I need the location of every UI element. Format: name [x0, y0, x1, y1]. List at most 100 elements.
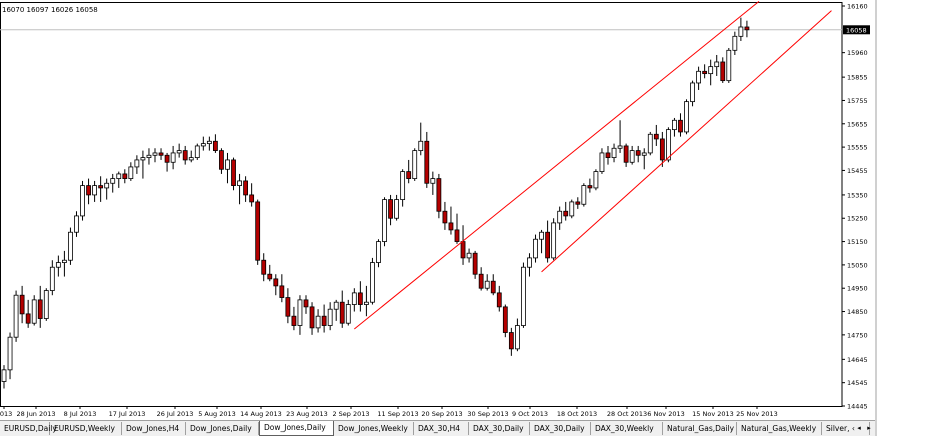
candle-up [666, 129, 671, 161]
candle-up [1, 369, 7, 382]
candle-down [424, 140, 430, 184]
candle-up [539, 231, 544, 240]
chart-tab[interactable]: DAX_30,H4 [414, 422, 469, 435]
candle-up [351, 292, 357, 305]
candle-up [13, 294, 19, 338]
chart-tab[interactable]: EURUSD,Weekly [50, 422, 122, 435]
candle-down [98, 185, 104, 189]
time-tick-label: 15 Nov 2013 [692, 410, 734, 418]
candle-down [496, 292, 502, 308]
candle-up [363, 301, 369, 305]
current-price-marker [843, 25, 870, 35]
candle-down [19, 294, 25, 315]
candle-up [484, 280, 490, 289]
current-price-label: 16058 [846, 26, 867, 34]
chart-tab[interactable]: Dow_Jones,Daily [259, 421, 334, 436]
chart-tab[interactable]: Silver, ‹ [822, 422, 870, 435]
time-tick-label: 26 Jul 2013 [157, 410, 194, 418]
candle-down [249, 194, 255, 203]
candle-down [720, 61, 726, 82]
time-tick-label: 28 Jun 2013 [16, 410, 55, 418]
chart-tab[interactable]: Natural_Gas,Weekly [737, 422, 822, 435]
candle-down [508, 332, 514, 350]
price-tick-label: 15755 [847, 97, 868, 105]
candlestick-chart[interactable]: 16160 16058 15960 15855 15755 15655 15555 15455… [0, 0, 946, 420]
candle-up [418, 140, 424, 152]
candle-up [714, 61, 720, 68]
candle-down [285, 297, 291, 317]
chart-tab-bar: EURUSD,Daily EURUSD,Weekly Dow_Jones,H4 Dow… [0, 420, 875, 436]
candle-up [708, 66, 714, 75]
candle-down [86, 185, 91, 196]
candle-up [617, 145, 623, 149]
candle-up [466, 252, 472, 259]
candle-up [116, 173, 122, 179]
candle-down [563, 210, 569, 217]
chart-tab[interactable]: DAX_30,Daily [530, 422, 591, 435]
candle-down [490, 280, 496, 294]
time-tick-label: 14 Aug 2013 [240, 410, 282, 418]
price-tick-label: 15455 [847, 167, 868, 175]
candle-up [49, 266, 55, 291]
time-tick-label: 28 Oct 2013 [607, 410, 647, 418]
candle-down [653, 133, 659, 140]
candle-up [569, 201, 575, 217]
candle-down [744, 26, 750, 31]
candle-up [611, 147, 617, 159]
price-tick-label: 14850 [847, 308, 868, 316]
tab-scroll-left-icon[interactable]: ◂ [857, 424, 861, 432]
price-tick-label: 15050 [847, 261, 868, 269]
candle-up [382, 199, 387, 242]
candle-down [122, 173, 128, 179]
candle-down [406, 171, 412, 179]
chart-tab[interactable]: Dow_Jones,Daily [186, 422, 259, 435]
tab-scroll-right-icon[interactable]: ▸ [867, 424, 871, 432]
chart-tab[interactable]: DAX_30,Weekly [591, 422, 663, 435]
plot-area: 16160 16058 15960 15855 15755 15655 15555 15455… [0, 0, 870, 418]
chart-tab[interactable]: DAX_30,Daily [469, 422, 530, 435]
candle-up [68, 231, 73, 261]
candle-down [182, 150, 188, 161]
time-tick-label: 9 Oct 2013 [512, 410, 548, 418]
candle-up [551, 222, 557, 259]
time-tick-label: 23 Aug 2013 [286, 410, 328, 418]
candle-up [188, 157, 194, 161]
time-tick-label: 6 Nov 2013 [647, 410, 685, 418]
time-tick-label: 5 Aug 2013 [198, 410, 236, 418]
candle-up [80, 185, 85, 217]
candle-down [291, 315, 297, 326]
candle-up [43, 290, 49, 319]
candle-up [225, 159, 230, 170]
candle-down [279, 285, 285, 298]
window-edge [875, 0, 877, 436]
candle-up [92, 185, 97, 196]
candle-up [55, 262, 61, 268]
candle-up [521, 266, 526, 326]
price-tick-label: 15855 [847, 74, 868, 82]
candle-up [327, 308, 333, 326]
candle-down [267, 273, 273, 280]
candle-up [74, 215, 79, 233]
candle-down [261, 259, 267, 275]
chart-tab[interactable]: Natural_Gas,Daily [663, 422, 737, 435]
candle-down [545, 231, 550, 259]
candle-up [629, 150, 635, 163]
candle-up [599, 152, 605, 172]
chart-tab[interactable]: Dow_Jones,Weekly [334, 422, 414, 435]
chart-tab[interactable]: Dow_Jones,H4 [122, 422, 186, 435]
candle-up [557, 210, 563, 224]
time-tick-label: 20 Sep 2013 [421, 410, 462, 418]
candle-down [309, 306, 315, 329]
candle-down [623, 145, 629, 163]
candle-up [684, 101, 689, 133]
candle-down [219, 150, 224, 170]
time-tick-label: 17 Jul 2013 [109, 410, 146, 418]
chart-tab[interactable]: EURUSD,Daily [0, 422, 57, 435]
candle-up [732, 35, 738, 51]
price-tick-label: 15555 [847, 144, 868, 152]
candle-down [164, 154, 170, 163]
candle-up [696, 70, 701, 84]
time-tick-label: 8 Jul 2013 [64, 410, 97, 418]
candle-up [533, 238, 538, 259]
trend-line-lower [541, 10, 832, 273]
